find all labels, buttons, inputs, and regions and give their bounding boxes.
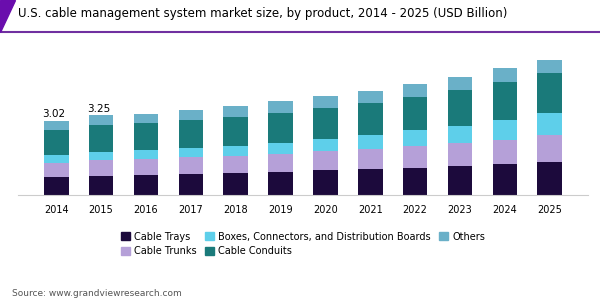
- Bar: [313, 108, 338, 139]
- Bar: [268, 113, 293, 143]
- Bar: [538, 162, 562, 195]
- Bar: [403, 84, 427, 97]
- Bar: [223, 117, 248, 146]
- Bar: [358, 91, 383, 103]
- Bar: [268, 154, 293, 172]
- Bar: [358, 135, 383, 149]
- Bar: [44, 163, 68, 177]
- Text: Source: www.grandviewresearch.com: Source: www.grandviewresearch.com: [12, 290, 182, 298]
- Bar: [179, 110, 203, 120]
- Bar: [448, 90, 472, 125]
- Bar: [493, 164, 517, 195]
- Bar: [89, 160, 113, 176]
- Bar: [493, 82, 517, 120]
- Bar: [44, 177, 68, 195]
- Bar: [134, 150, 158, 159]
- Legend: Cable Trays, Cable Trunks, Boxes, Connectors, and Distribution Boards, Cable Con: Cable Trays, Cable Trunks, Boxes, Connec…: [117, 228, 489, 260]
- Bar: [403, 97, 427, 130]
- Bar: [223, 173, 248, 195]
- Bar: [179, 148, 203, 157]
- Bar: [403, 146, 427, 167]
- Bar: [448, 77, 472, 90]
- Bar: [313, 139, 338, 151]
- Bar: [44, 121, 68, 130]
- Bar: [358, 103, 383, 135]
- Bar: [179, 157, 203, 174]
- Bar: [134, 123, 158, 150]
- Bar: [403, 130, 427, 146]
- Bar: [448, 125, 472, 143]
- Bar: [134, 175, 158, 195]
- Bar: [44, 130, 68, 155]
- Bar: [538, 73, 562, 112]
- Bar: [89, 125, 113, 152]
- Bar: [179, 174, 203, 195]
- Text: 3.25: 3.25: [87, 104, 110, 114]
- Bar: [89, 152, 113, 160]
- Bar: [89, 176, 113, 195]
- Bar: [448, 166, 472, 195]
- Bar: [313, 151, 338, 170]
- Bar: [538, 112, 562, 135]
- Bar: [493, 120, 517, 140]
- Bar: [179, 120, 203, 148]
- Bar: [358, 169, 383, 195]
- Bar: [268, 172, 293, 195]
- Bar: [538, 135, 562, 162]
- Bar: [313, 170, 338, 195]
- Bar: [538, 58, 562, 73]
- Bar: [358, 149, 383, 169]
- Bar: [493, 140, 517, 164]
- Bar: [448, 143, 472, 166]
- Bar: [313, 96, 338, 108]
- Bar: [403, 167, 427, 195]
- Bar: [223, 146, 248, 156]
- Bar: [223, 156, 248, 173]
- Bar: [44, 155, 68, 163]
- Bar: [134, 113, 158, 123]
- Text: U.S. cable management system market size, by product, 2014 - 2025 (USD Billion): U.S. cable management system market size…: [18, 8, 508, 20]
- Bar: [223, 106, 248, 117]
- Bar: [268, 143, 293, 154]
- Text: 3.02: 3.02: [43, 110, 65, 119]
- Bar: [134, 159, 158, 175]
- Bar: [89, 115, 113, 125]
- Bar: [493, 68, 517, 82]
- Bar: [268, 101, 293, 113]
